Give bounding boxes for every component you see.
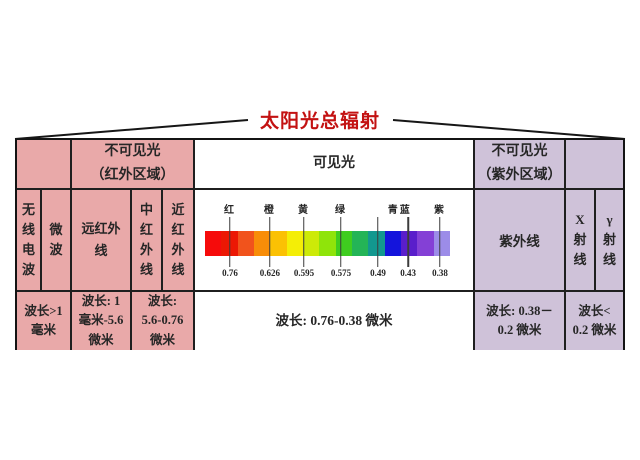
spectrum-tick	[407, 217, 409, 267]
spectrum-color-block	[253, 231, 271, 256]
spectrum-color-block	[433, 231, 450, 256]
spectrum-band-label: 紫	[433, 205, 446, 216]
spectrum-bar	[205, 231, 450, 256]
spectrum-color-block	[384, 231, 401, 256]
mid-infrared-label: 中红外线	[139, 201, 153, 278]
spectrum-zone: 红 橙 黄 绿 青蓝 紫 0.76 0.626 0.595 0.575 0.49 0.43 0.38	[205, 190, 450, 290]
cell-near-infrared: 近红外线	[163, 190, 195, 292]
header-visible-light: 可见光	[195, 140, 475, 190]
cell-mid-infrared: 中红外线	[132, 190, 163, 292]
spectrum-color-block	[237, 231, 254, 256]
cell-wavelength-far-ir: 波长: 1 毫米-5.6 微米	[72, 292, 132, 351]
radio-wave-label: 无线电波	[21, 201, 35, 278]
cell-visible-spectrum: 红 橙 黄 绿 青蓝 紫 0.76 0.626 0.595 0.575 0.49 0.43 0.38	[195, 190, 475, 292]
roof-lines	[14, 119, 626, 140]
cell-wavelength-visible: 波长: 0.76-0.38 微米	[195, 292, 475, 351]
spectrum-tick	[303, 217, 305, 267]
spectrum-tick	[269, 217, 271, 267]
cell-far-infrared: 远红外线	[72, 190, 132, 292]
spectrum-color-block	[205, 231, 222, 256]
spectrum-table: 不可见光 （红外区域） 可见光 不可见光 （紫外区域） 无线电波 微波 远红外线…	[15, 138, 625, 351]
near-infrared-label: 近红外线	[171, 201, 185, 278]
spectrum-band-label: 绿	[334, 205, 347, 216]
spectrum-color-block	[417, 231, 434, 256]
header-ultraviolet-region: 不可见光 （紫外区域）	[475, 140, 566, 190]
spectrum-tick-value: 0.575	[330, 268, 352, 278]
spectrum-tick-value: 0.76	[222, 268, 238, 278]
spectrum-color-block	[400, 231, 418, 256]
header-blank-right	[566, 140, 623, 190]
microwave-label: 微波	[49, 221, 63, 257]
spectrum-tick-value: 0.595	[293, 268, 315, 278]
header-infrared-region: 不可见光 （红外区域）	[72, 140, 195, 190]
cell-wavelength-mid-near-ir: 波长: 5.6-0.76 微米	[132, 292, 195, 351]
spectrum-color-block	[335, 231, 352, 256]
ultraviolet-label: 紫外线	[499, 234, 540, 249]
cell-ultraviolet: 紫外线	[475, 190, 566, 292]
spectrum-color-block	[319, 231, 336, 256]
spectrum-tick-value: 0.38	[432, 268, 448, 278]
spectrum-tick	[229, 217, 231, 267]
spectrum-tick-value: 0.626	[259, 268, 281, 278]
spectrum-tick	[340, 217, 342, 267]
spectrum-band-label: 青蓝	[387, 205, 412, 216]
header-blank-left	[17, 140, 72, 190]
spectrum-band-label: 红	[223, 205, 236, 216]
spectrum-color-block	[351, 231, 369, 256]
spectrum-band-label: 黄	[297, 205, 310, 216]
cell-radio-wave: 无线电波	[17, 190, 42, 292]
cell-xray: X射线	[566, 190, 596, 292]
roof-line-right	[392, 119, 626, 140]
cell-wavelength-radio: 波长>1 毫米	[17, 292, 72, 351]
cell-wavelength-uv: 波长: 0.38－ 0.2 微米	[475, 292, 566, 351]
spectrum-band-label: 橙	[263, 205, 276, 216]
xray-label: X射线	[573, 211, 587, 268]
spectrum-color-block	[302, 231, 320, 256]
spectrum-tick-value: 0.49	[370, 268, 386, 278]
spectrum-color-block	[270, 231, 287, 256]
roof-line-left	[14, 119, 249, 140]
cell-wavelength-xray-gamma: 波长< 0.2 微米	[566, 292, 623, 351]
spectrum-tick-value: 0.43	[400, 268, 416, 278]
spectrum-color-block	[286, 231, 303, 256]
gamma-ray-label: γ射线	[602, 211, 616, 268]
diagram-title: 太阳光总辐射	[259, 111, 380, 132]
spectrum-color-block	[368, 231, 385, 256]
spectrum-tick	[377, 217, 379, 267]
spectrum-tick	[439, 217, 441, 267]
cell-microwave: 微波	[42, 190, 72, 292]
cell-gamma-ray: γ射线	[596, 190, 623, 292]
far-infrared-label: 远红外线	[81, 220, 121, 258]
